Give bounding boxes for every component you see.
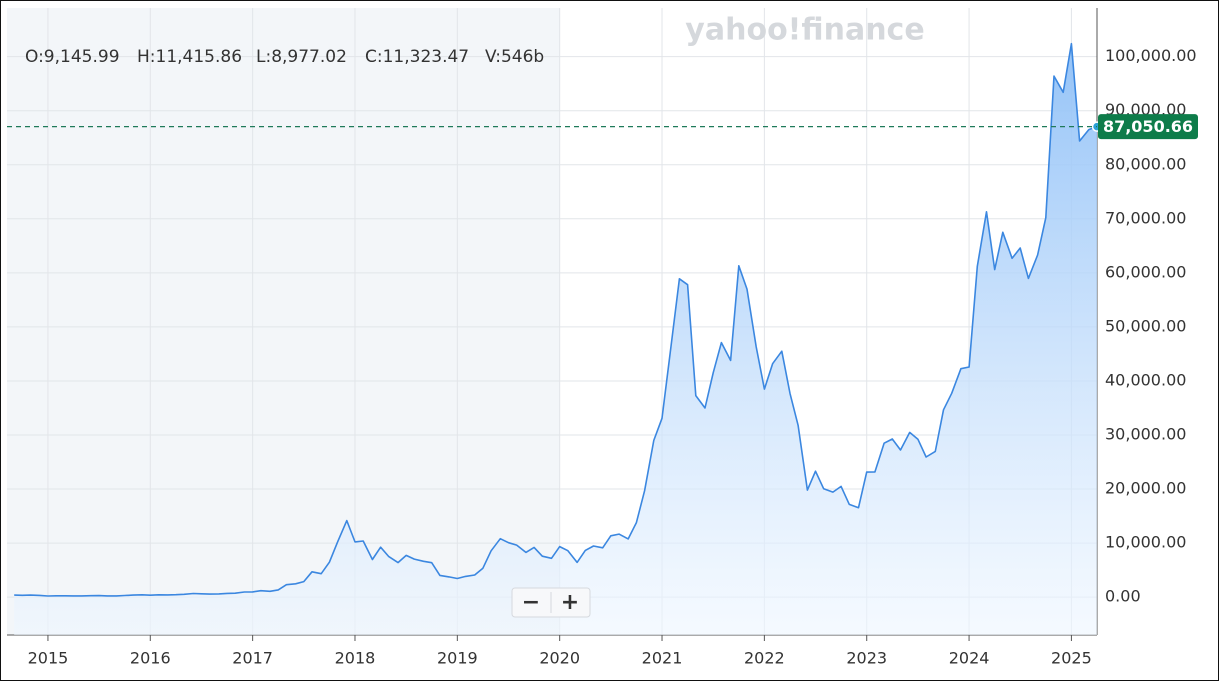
- x-tick-label: 2016: [130, 649, 171, 668]
- highlight-range: [7, 8, 560, 635]
- zoom-controls: − +: [511, 587, 591, 618]
- y-tick-label: 20,000.00: [1105, 479, 1186, 498]
- zoom-button[interactable]: +: [561, 590, 579, 615]
- ohlc-value: V:546b: [485, 47, 544, 67]
- y-tick-label: 40,000.00: [1105, 370, 1186, 389]
- x-tick-label: 2025: [1051, 649, 1092, 668]
- x-tick-label: 2023: [846, 649, 887, 668]
- x-tick-label: 2018: [335, 649, 376, 668]
- y-tick-label: 70,000.00: [1105, 208, 1186, 227]
- y-tick-label: 0.00: [1105, 587, 1141, 606]
- ohlc-value: O:9,145.99: [25, 47, 120, 67]
- price-line: [14, 42, 1098, 597]
- x-tick-label: 2015: [28, 649, 69, 668]
- x-tick-label: 2017: [232, 649, 273, 668]
- x-tick-label: 2019: [437, 649, 478, 668]
- y-tick-label: 50,000.00: [1105, 316, 1186, 335]
- x-tick-label: 2024: [949, 649, 990, 668]
- y-tick-label: 30,000.00: [1105, 425, 1186, 444]
- ohlc-value: C:11,323.47: [365, 47, 469, 67]
- x-tick-label: 2020: [539, 649, 580, 668]
- y-tick-label: 10,000.00: [1105, 533, 1186, 552]
- x-tick-label: 2022: [744, 649, 785, 668]
- x-tick-label: 2021: [642, 649, 683, 668]
- zoom-button[interactable]: −: [522, 590, 540, 615]
- ohlc-value: L:8,977.02: [256, 47, 347, 67]
- price-tag-label: 87,050.66: [1103, 117, 1193, 136]
- ohlc-value: H:11,415.86: [137, 47, 242, 67]
- y-tick-label: 100,000.00: [1105, 46, 1197, 65]
- area-fill: [14, 43, 1098, 635]
- price-tag: [1098, 114, 1198, 140]
- y-tick-label: 60,000.00: [1105, 262, 1186, 281]
- watermark: yahoo!finance: [685, 13, 924, 48]
- y-tick-label: 80,000.00: [1105, 154, 1186, 173]
